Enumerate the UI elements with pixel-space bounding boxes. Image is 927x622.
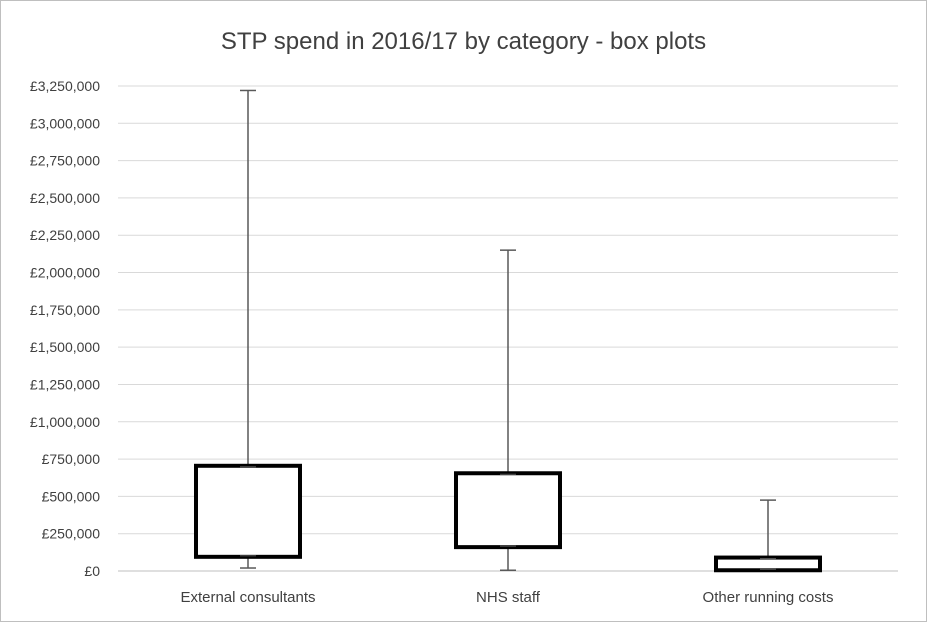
box-plot-2 bbox=[454, 249, 562, 572]
y-tick-label: £3,250,000 bbox=[30, 78, 100, 94]
box-iqr bbox=[714, 555, 822, 573]
chart-title: STP spend in 2016/17 by category - box p… bbox=[220, 28, 707, 55]
y-tick-label: £750,000 bbox=[42, 451, 101, 467]
x-category-label: Other running costs bbox=[703, 589, 834, 606]
y-tick-label: £2,500,000 bbox=[30, 190, 100, 206]
y-tick-label: £0 bbox=[84, 563, 100, 579]
x-category-label: NHS staff bbox=[476, 589, 541, 606]
y-tick-label: £1,750,000 bbox=[30, 302, 100, 318]
x-category-label: External consultants bbox=[180, 589, 315, 606]
y-tick-label: £3,000,000 bbox=[30, 115, 100, 131]
y-tick-label: £2,750,000 bbox=[30, 153, 100, 169]
y-tick-label: £2,250,000 bbox=[30, 227, 100, 243]
box-plot-1 bbox=[194, 89, 302, 569]
y-tick-label: £250,000 bbox=[42, 526, 101, 542]
box-iqr bbox=[454, 471, 562, 550]
y-tick-label: £500,000 bbox=[42, 488, 101, 504]
y-tick-label: £2,000,000 bbox=[30, 265, 100, 281]
boxes bbox=[194, 89, 822, 573]
y-tick-label: £1,500,000 bbox=[30, 339, 100, 355]
box-plot-3 bbox=[714, 499, 822, 573]
y-tick-label: £1,000,000 bbox=[30, 414, 100, 430]
x-axis-category-labels: External consultants NHS staff Other runni… bbox=[180, 589, 833, 606]
y-tick-label: £1,250,000 bbox=[30, 376, 100, 392]
y-axis-tick-labels: £0 £250,000 £500,000 £750,000 £1,000,000 £1,2… bbox=[30, 78, 100, 579]
box-iqr bbox=[194, 463, 302, 559]
